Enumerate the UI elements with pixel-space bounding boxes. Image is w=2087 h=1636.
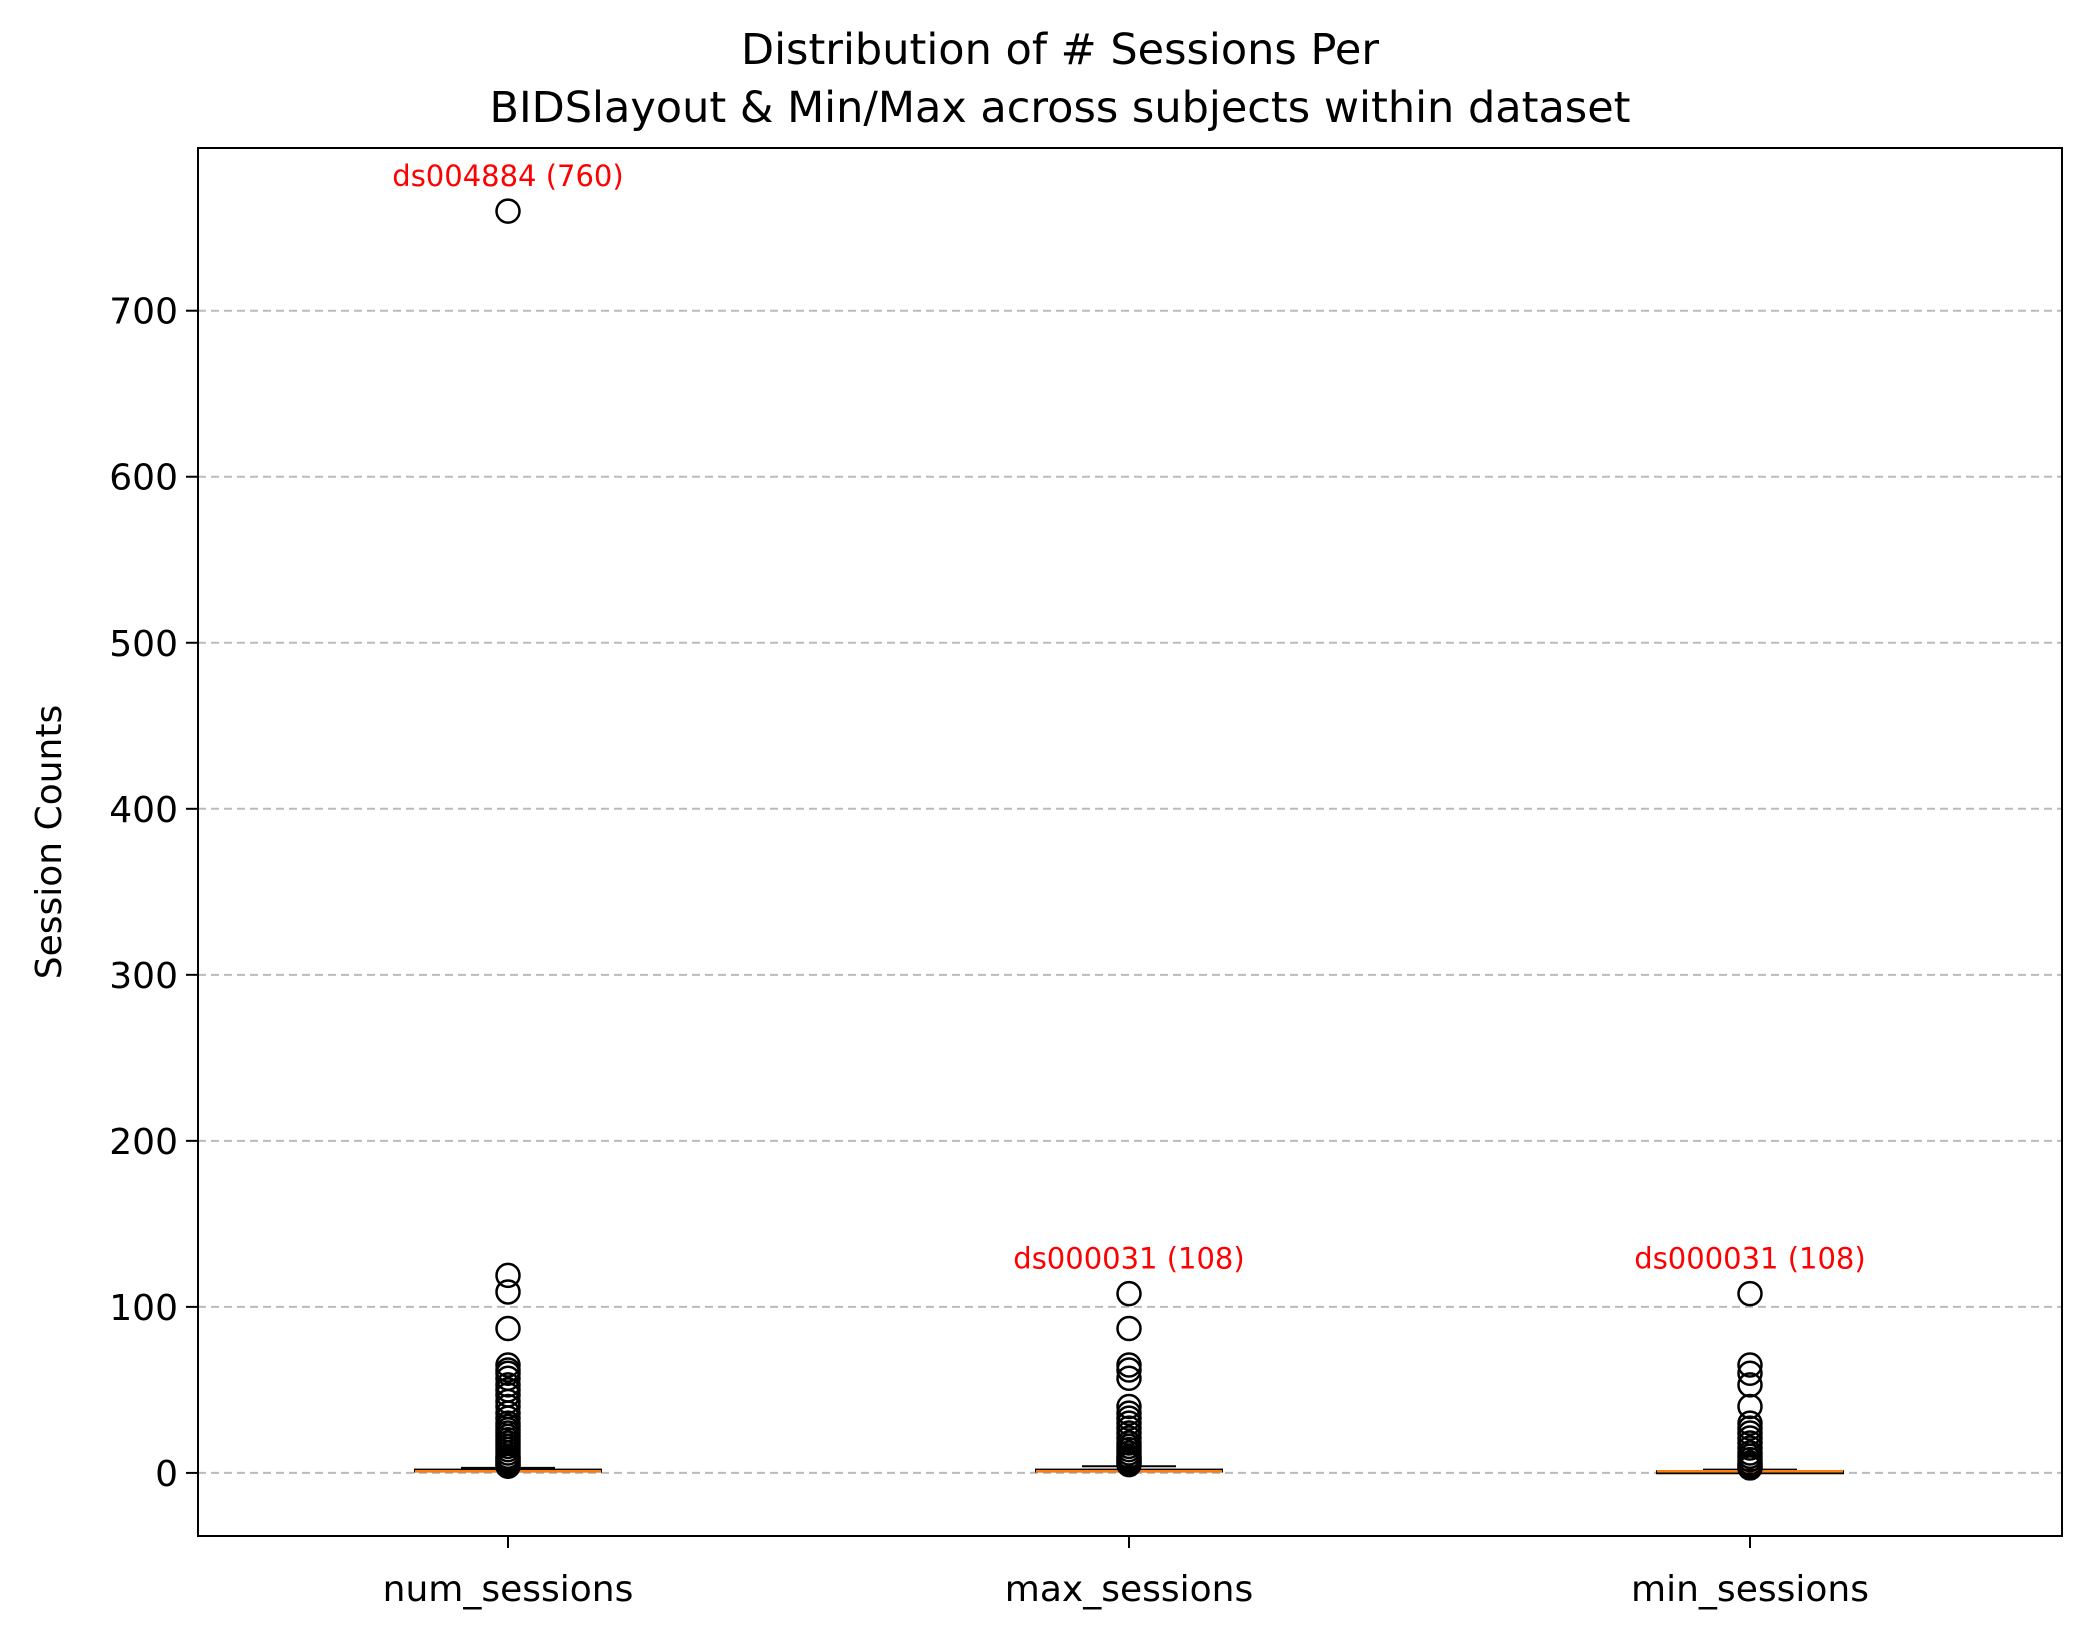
y-tick-label: 400 <box>109 790 178 831</box>
y-tick-label: 700 <box>109 292 178 333</box>
outlier-point <box>1116 1280 1142 1307</box>
outlier-annotations: ds004884 (760) ds000031 (108) ds000031 (10… <box>392 159 1865 1276</box>
outlier-point <box>1737 1455 1763 1481</box>
y-tick-label: 300 <box>109 956 178 997</box>
outlier-point <box>495 1262 521 1289</box>
x-tick-label: max_sessions <box>1005 1569 1253 1610</box>
outlier-annotation: ds000031 (108) <box>1013 1242 1244 1276</box>
outlier-point <box>1116 1357 1142 1383</box>
outlier-point <box>495 1453 521 1480</box>
x-axis-ticks: num_sessions max_sessions min_sessions <box>383 1536 1869 1610</box>
outlier-point <box>1737 1393 1763 1420</box>
outlier-point <box>1116 1451 1142 1478</box>
outlier-point <box>495 1315 521 1342</box>
outlier-point <box>1116 1393 1142 1420</box>
box-max_sessions <box>1035 1280 1223 1478</box>
y-tick-label: 200 <box>109 1122 178 1163</box>
y-axis-ticks: 0 100 200 300 400 500 600 700 <box>109 292 198 1495</box>
outlier-point <box>1116 1315 1142 1342</box>
chart-title-line-1: Distribution of # Sessions Per <box>741 25 1379 75</box>
outlier-point <box>1737 1360 1763 1387</box>
y-axis-label: Session Counts <box>29 705 70 979</box>
y-tick-label: 600 <box>109 458 178 499</box>
outlier-point <box>1116 1365 1142 1392</box>
y-tick-label: 100 <box>109 1288 178 1329</box>
outlier-annotation: ds004884 (760) <box>392 159 623 193</box>
y-tick-label: 500 <box>109 624 178 665</box>
outlier-point <box>495 198 521 224</box>
outlier-annotation: ds000031 (108) <box>1634 1242 1865 1276</box>
x-tick-label: num_sessions <box>383 1569 634 1610</box>
outlier-point <box>1737 1352 1763 1378</box>
outlier-point <box>495 1279 521 1305</box>
outlier-point <box>1737 1280 1763 1307</box>
box-num_sessions <box>414 198 602 1480</box>
box-plots <box>414 198 1844 1481</box>
chart-title-line-2: BIDSlayout & Min/Max across subjects wit… <box>489 83 1630 133</box>
outlier-point <box>1737 1372 1763 1398</box>
y-tick-label: 0 <box>155 1454 178 1495</box>
x-tick-label: min_sessions <box>1631 1569 1869 1610</box>
box-min_sessions <box>1656 1280 1844 1481</box>
